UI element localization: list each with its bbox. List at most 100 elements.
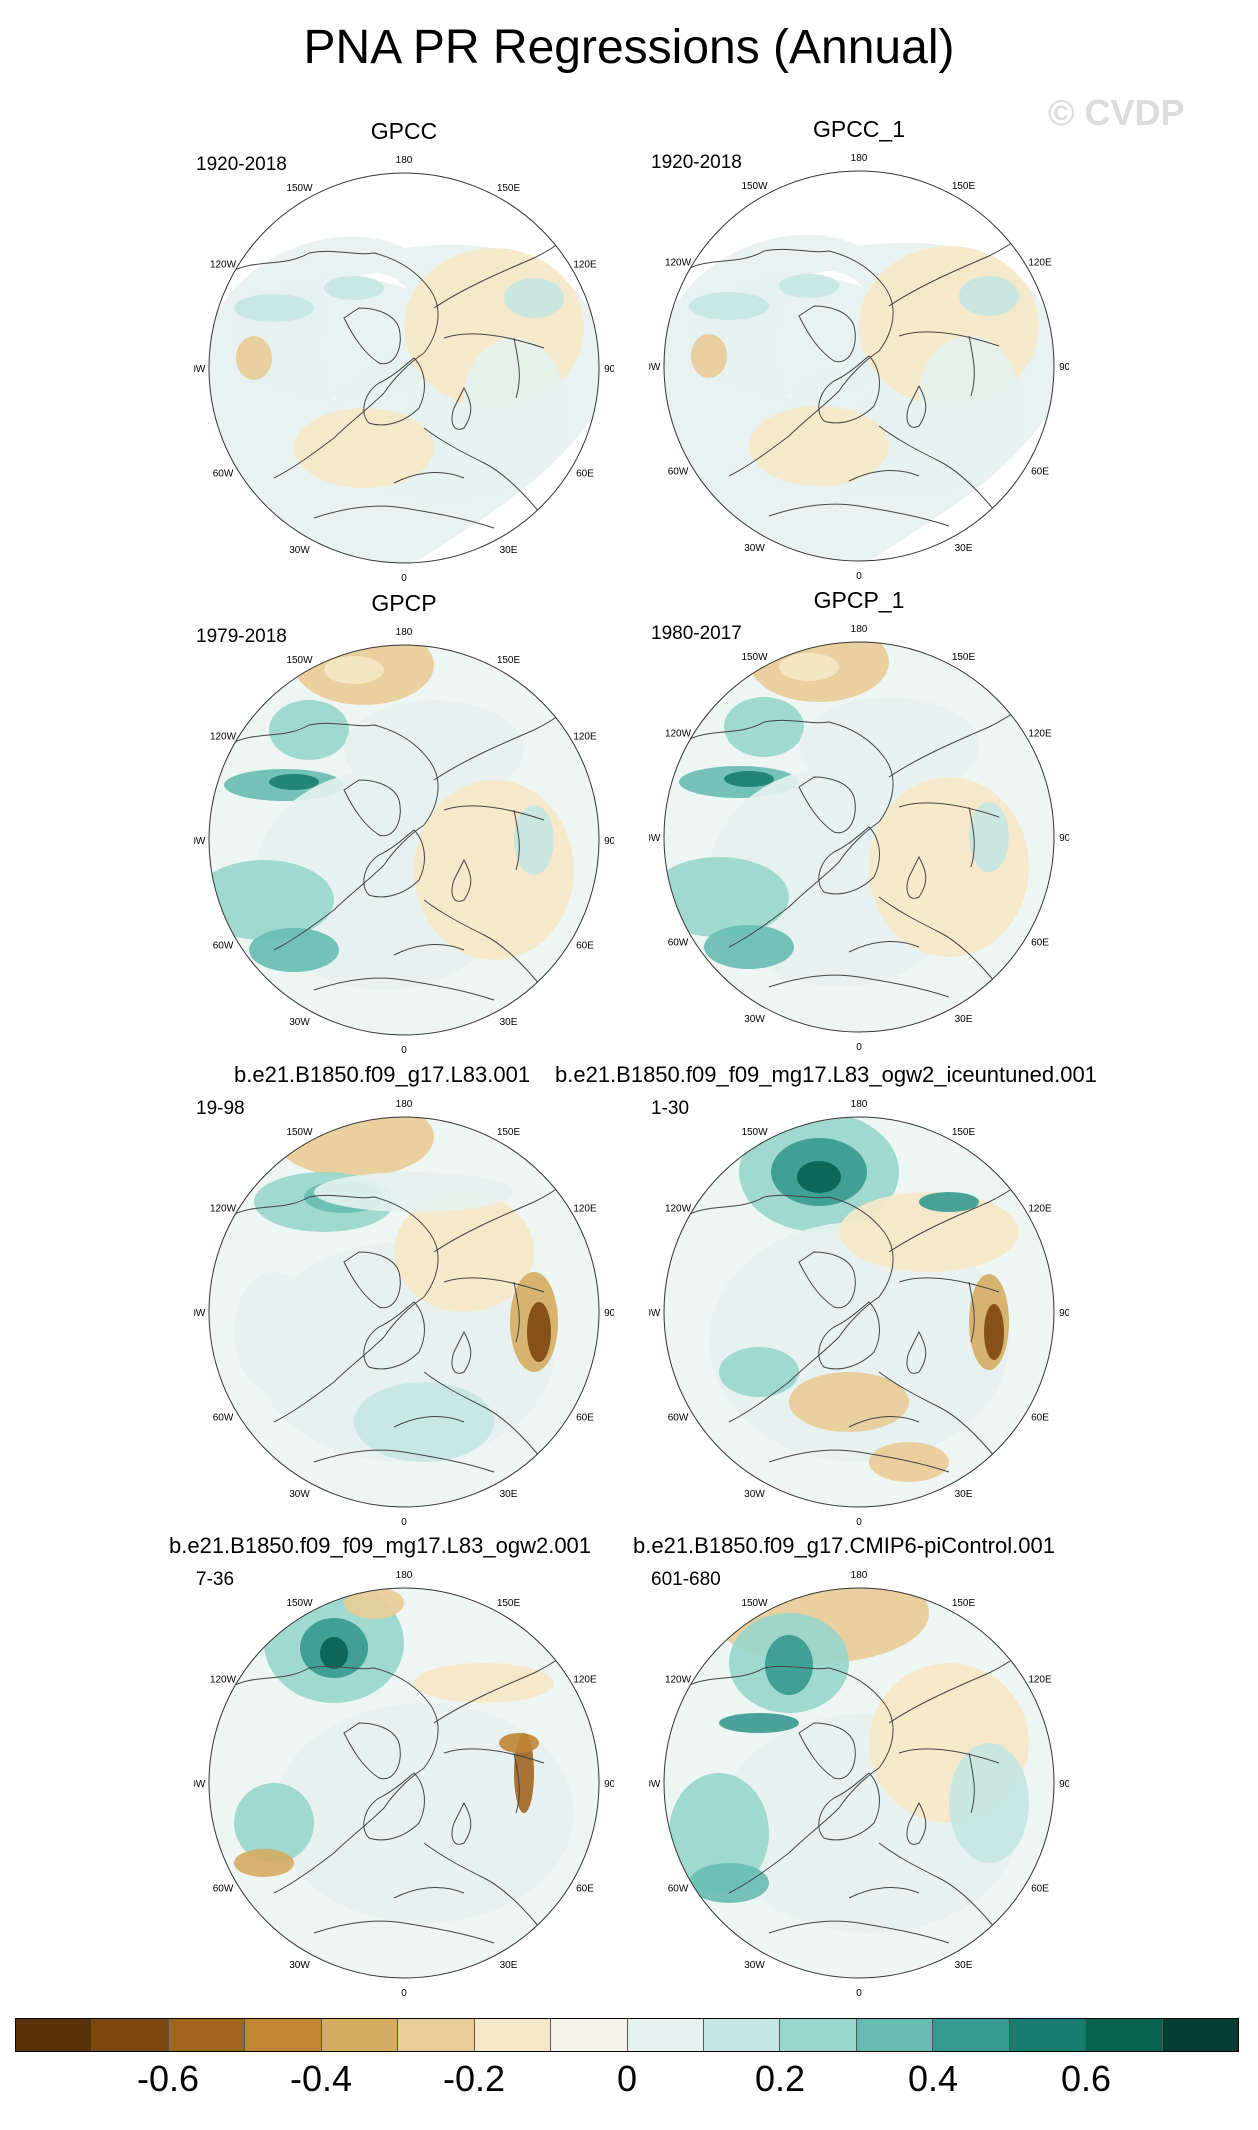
anomaly-region [839,1192,1019,1272]
polar-map: 180 150E 120E 90E 60E 30E 0 30W 60W 90W 120W 150W [194,1099,614,1528]
coastline [768,974,950,998]
coastline [818,826,880,895]
colorbar-tick-label: -0.4 [289,2058,353,2099]
panel-title: GPCC_1 [812,116,906,142]
map-boundary [663,170,1055,562]
coastline [343,307,401,365]
longitude-label: 150E [952,652,976,663]
polar-map: 180 150E 120E 90E 60E 30E 0 30W 60W 90W 120W 150W [194,1570,614,1999]
longitude-label: 150W [741,1598,768,1609]
longitude-label: 120W [665,258,692,269]
anomaly-region [724,697,804,757]
coastline [363,1772,425,1841]
coastline [393,472,465,484]
polar-map: 180 150E 120E 90E 60E 30E 0 30W 60W 90W 120W 150W [649,1099,1069,1528]
cvdp-watermark: © CVDP [1048,92,1185,133]
figure-title: PNA PR Regressions (Annual) [303,21,955,74]
anomaly-region [869,1442,949,1482]
coastline [898,331,1000,347]
anomaly-region [919,1192,979,1212]
map-boundary [208,1116,600,1508]
coastline [423,899,545,991]
coastline [798,776,856,834]
longitude-label: 120W [665,1204,692,1215]
coastline [423,427,545,519]
longitude-label: 30E [955,1014,973,1025]
anomaly-region [344,1588,404,1619]
coastline [228,1194,439,1423]
longitude-label: 0 [856,1988,862,1999]
anomaly-region [236,336,272,380]
longitude-label: 0 [401,573,407,584]
coastline [313,1449,495,1473]
anomaly-region [949,1743,1029,1863]
polar-map: 180 150E 120E 90E 60E 30E 0 30W 60W 90W 120W 150W [649,624,1069,1053]
longitude-label: 150W [286,1598,313,1609]
longitude-label: 60W [668,1884,689,1895]
longitude-label: 60W [213,1413,234,1424]
longitude-label: 120E [1028,258,1052,269]
longitude-label: 0 [856,1517,862,1528]
coastline [451,386,472,430]
panel-period: 7-36 [196,1569,235,1590]
longitude-label: 120E [1028,729,1052,740]
coastline [228,722,439,951]
longitude-label: 120W [210,1675,237,1686]
coastline [798,1722,856,1780]
longitude-label: 180 [396,1570,413,1581]
panel-title: b.e21.B1850.f09_g17.L83.001 [234,1062,531,1087]
map-boundary [208,1587,600,1979]
anomaly-region [269,774,319,790]
panel-title: GPCP_1 [813,587,905,613]
panel-period: 601-680 [651,1569,721,1590]
map-panel-model-cmip6-picontrol: b.e21.B1850.f09_g17.CMIP6-piControl.001 … [633,1533,1069,2003]
map-panel-gpcp: GPCP 1979-2018 180 150E 120E 90E 60E 30E 0 30W 6… [194,590,614,1060]
anomaly-region [324,656,384,684]
longitude-label: 120E [1028,1204,1052,1215]
coastline [906,384,927,428]
panel-period: 1-30 [651,1098,690,1119]
map-panel-model-ogw2-iceuntuned: b.e21.B1850.f09_f09_mg17.L83_ogw2_iceunt… [555,1062,1097,1532]
longitude-label: 60E [576,941,594,952]
colorbar-tick-label: 0.6 [1060,2058,1112,2099]
coastline [898,1748,1000,1764]
coastline [343,779,401,837]
longitude-label: 180 [851,1099,868,1110]
coastline [848,1887,920,1899]
longitude-label: 120E [573,732,597,743]
anomaly-region [984,1304,1004,1360]
longitude-label: 150W [286,183,313,194]
longitude-label: 60E [576,1884,594,1895]
longitude-label: 90E [604,1308,614,1319]
coastline [363,1301,425,1370]
anomaly-region [464,338,564,458]
coastline [683,1665,894,1894]
panel-period: 1920-2018 [196,154,287,175]
longitude-label: 90W [194,364,206,375]
coastline [513,1281,520,1343]
longitude-label: 90W [194,1779,206,1790]
coastline [683,248,894,477]
coastline [423,1371,545,1463]
colorbar-swatch [1162,2019,1238,2051]
longitude-label: 0 [856,1042,862,1053]
anomaly-region [527,1302,551,1362]
coastline [906,1801,927,1845]
anomaly-region [504,278,564,318]
map-boundary [663,1116,1055,1508]
longitude-label: 150W [741,652,768,663]
coastline [513,1752,520,1814]
longitude-label: 30W [744,1014,765,1025]
panel-period: 1980-2017 [651,623,742,644]
anomaly-region [664,857,789,937]
longitude-label: 180 [396,155,413,166]
longitude-label: 0 [401,1517,407,1528]
map-boundary [663,1587,1055,1979]
map-boundary [663,641,1055,1033]
anomaly-region [869,777,1029,957]
longitude-label: 120W [665,1675,692,1686]
anomaly-region [234,1272,314,1392]
anomaly-region [320,1637,348,1669]
longitude-label: 150W [741,181,768,192]
colorbar-swatch [627,2019,704,2051]
